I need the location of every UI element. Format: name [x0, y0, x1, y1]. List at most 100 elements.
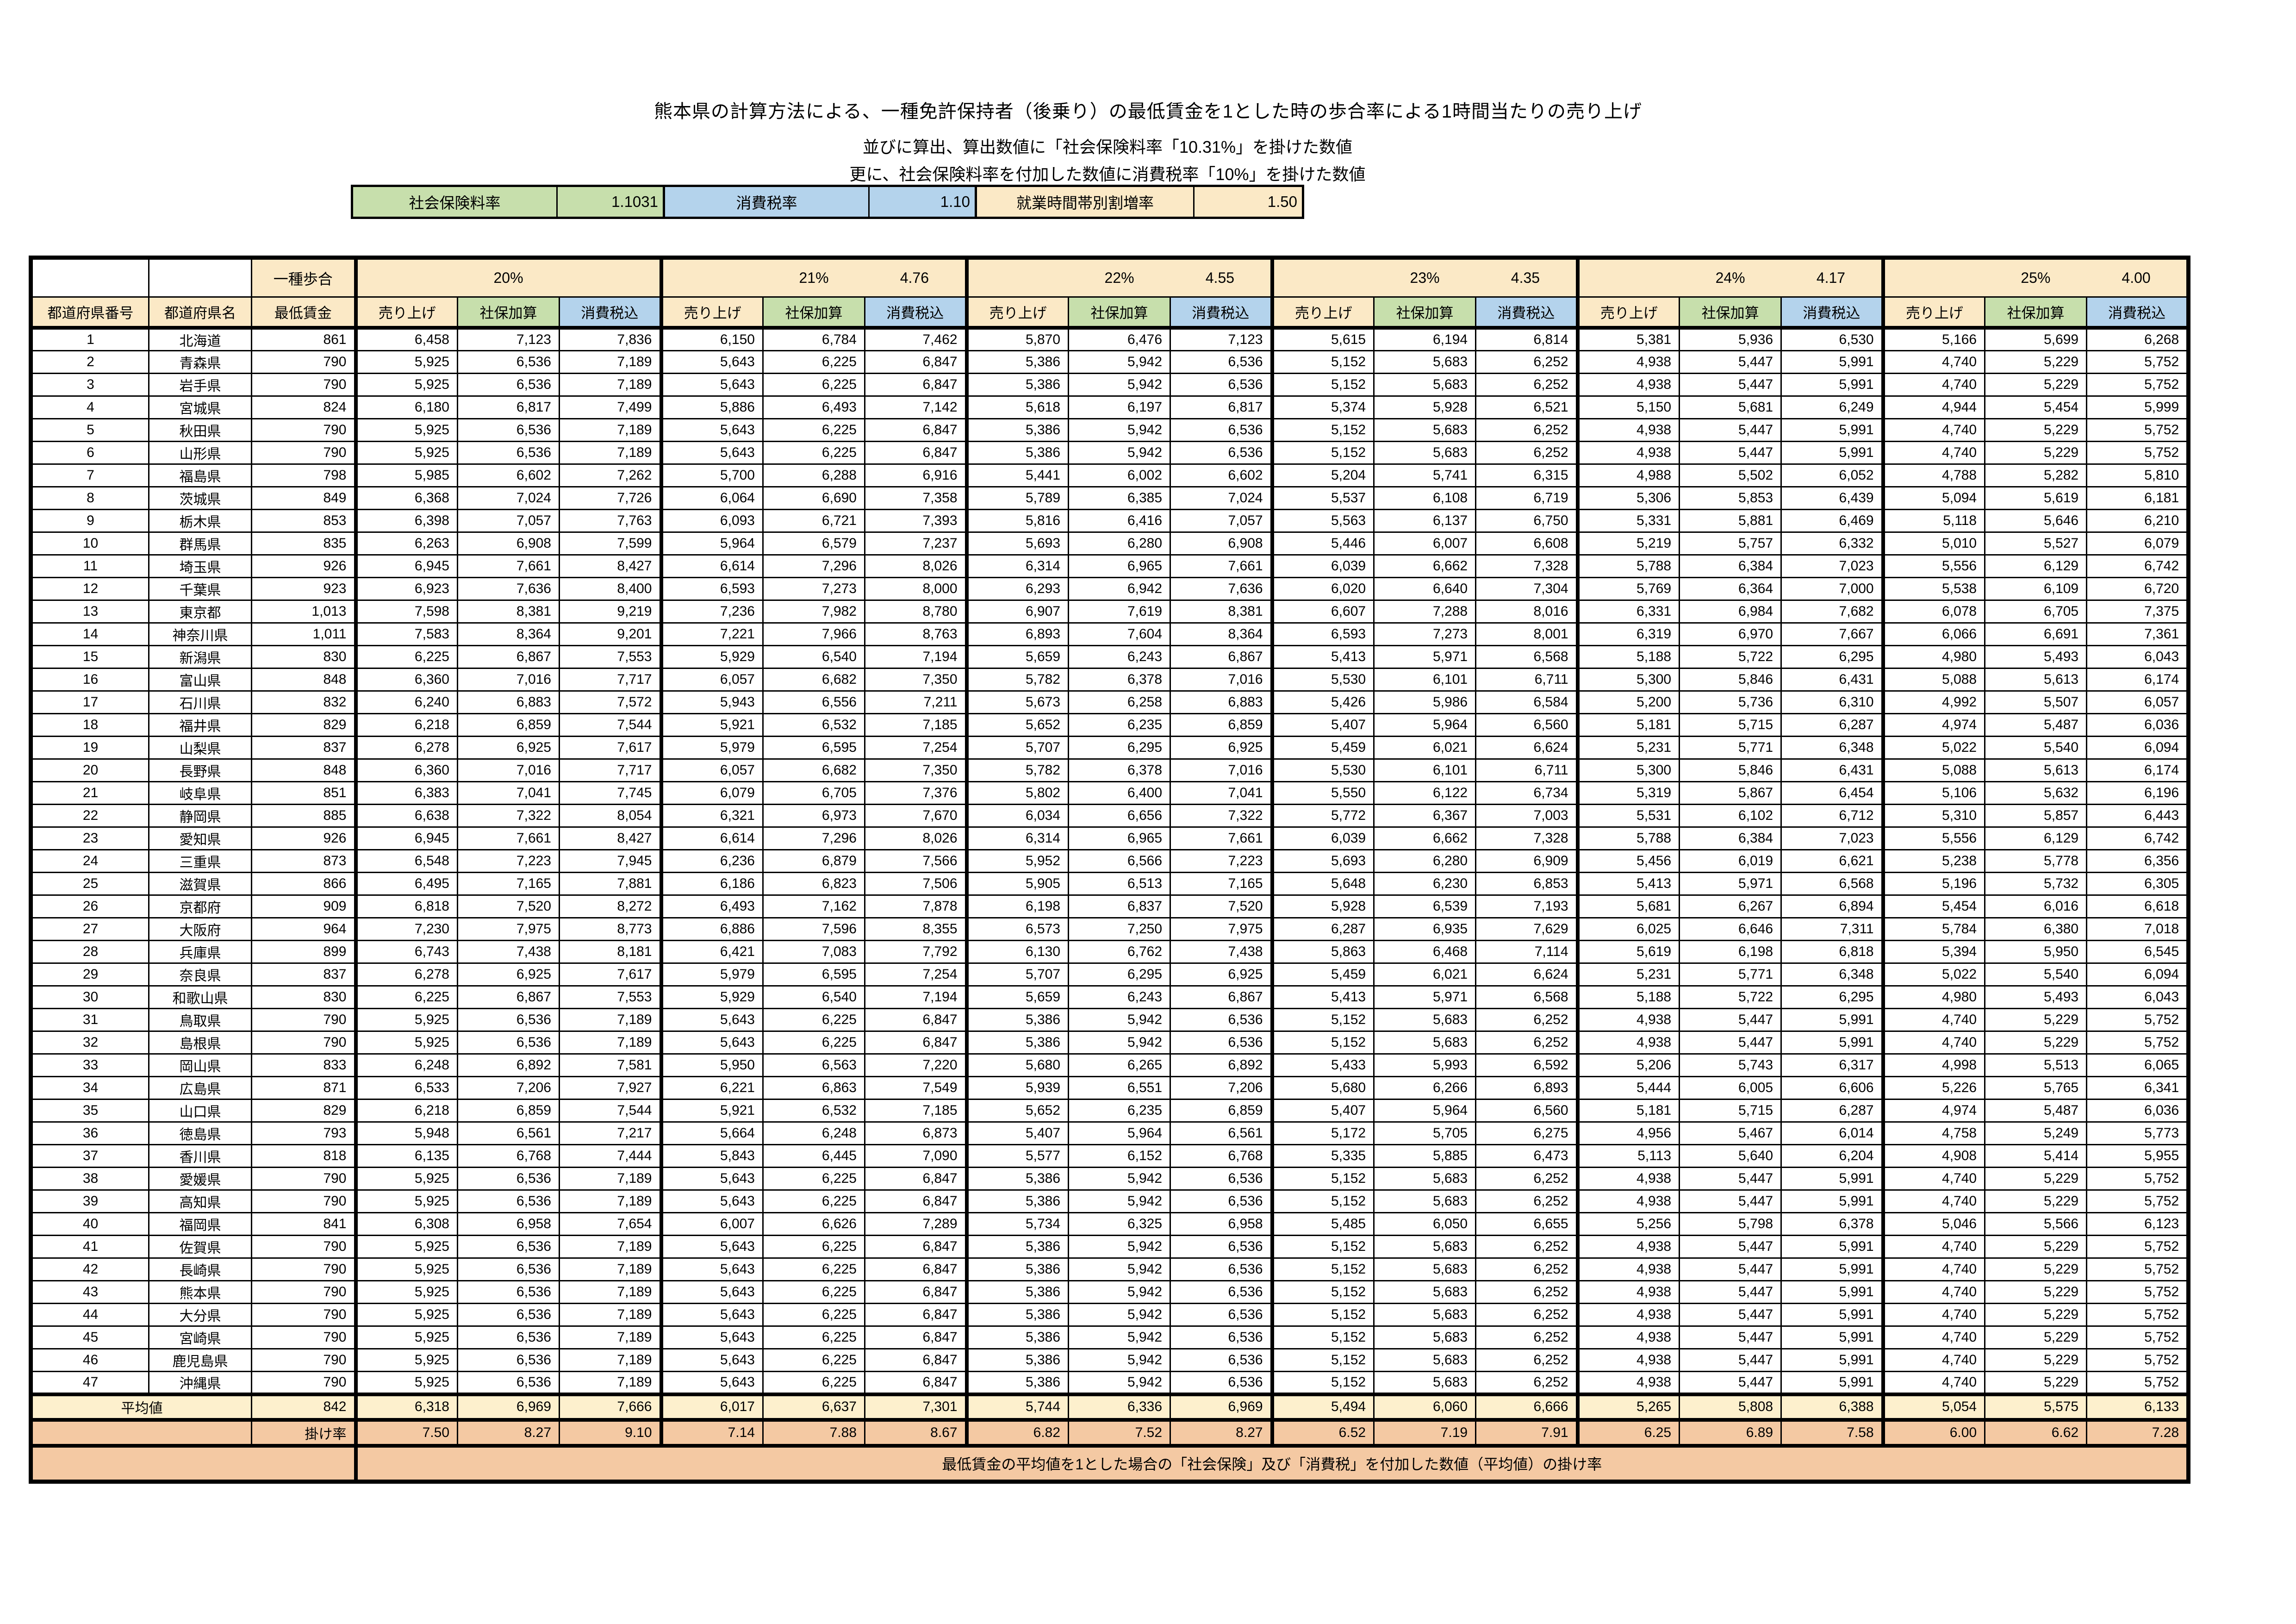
- tax-included-value: 7,142: [864, 395, 969, 419]
- insurance-added-value: 6,225: [762, 350, 865, 374]
- min-wage: 909: [251, 894, 358, 918]
- table-row: 43 熊本県 790 5,925 6,536 7,189 5,643 6,225 6,847 5,…: [30, 1280, 2190, 1304]
- tax-included-value: 6,750: [1475, 508, 1580, 533]
- insurance-added-value: 6,540: [762, 985, 865, 1009]
- sales-value: 5,231: [1577, 962, 1680, 987]
- tax-included-value: 7,444: [559, 1143, 663, 1168]
- insurance-added-value: 6,965: [1068, 554, 1171, 578]
- min-wage: 866: [251, 871, 358, 896]
- tax-included-value: 7,189: [559, 1302, 663, 1327]
- sales-value: 5,943: [660, 690, 764, 714]
- insurance-added-value: 6,364: [1679, 576, 1782, 601]
- pref-name: 長崎県: [148, 1257, 252, 1281]
- insurance-added-value: 5,447: [1679, 1280, 1782, 1304]
- pref-number: 38: [30, 1166, 149, 1191]
- insurance-added-value: 7,322: [457, 803, 560, 828]
- sales-value: 5,772: [1271, 803, 1375, 828]
- sales-value: 5,618: [966, 395, 1070, 419]
- insurance-added-value: 6,468: [1373, 939, 1477, 964]
- sales-value: 5,386: [966, 1325, 1070, 1349]
- sales-value: 5,925: [355, 1325, 458, 1349]
- group-percent-label: 23%: [1410, 269, 1440, 286]
- table-row: 3 岩手県 790 5,925 6,536 7,189 5,643 6,225 6,847 5,3…: [30, 372, 2190, 397]
- tax-included-value: 5,991: [1780, 418, 1885, 442]
- insurance-added-value: 6,817: [457, 395, 560, 419]
- sales-value: 6,150: [660, 327, 764, 351]
- insurance-added-value: 7,123: [457, 327, 560, 351]
- tax-included-value: 6,268: [2086, 327, 2190, 351]
- group-percent-label: 20%: [493, 269, 523, 286]
- sales-value: 5,643: [660, 350, 764, 374]
- tax-included-value: 6,174: [2086, 667, 2190, 692]
- sales-value: 4,740: [1882, 1030, 1986, 1055]
- pref-name: 宮城県: [148, 395, 252, 419]
- insurance-added-value: 6,416: [1068, 508, 1171, 533]
- tax-included-value: 6,560: [1475, 1098, 1580, 1123]
- pref-number: 24: [30, 849, 149, 873]
- tax-included-value: 6,252: [1475, 1030, 1580, 1055]
- tax-included-value: 7,041: [1170, 781, 1274, 805]
- rate-row-label: 掛け率: [251, 1418, 358, 1448]
- table-row: 33 岡山県 833 6,248 6,892 7,581 5,950 6,563 7,220 5,…: [30, 1053, 2190, 1077]
- tax-included-value: 6,742: [2086, 554, 2190, 578]
- sales-value: 5,643: [660, 440, 764, 465]
- tax-included-value: 7,836: [559, 327, 663, 351]
- sub-header-sales: 売り上げ: [1271, 296, 1375, 330]
- insurance-added-value: 5,447: [1679, 1348, 1782, 1372]
- sales-value: 5,782: [966, 758, 1070, 782]
- sales-value: 5,680: [1271, 1075, 1375, 1100]
- tax-included-value: 6,925: [1170, 962, 1274, 987]
- min-wage: 790: [251, 1166, 358, 1191]
- tax-included-value: 8,026: [864, 554, 969, 578]
- insurance-added-value: 6,536: [457, 1234, 560, 1259]
- sales-value: 6,093: [660, 508, 764, 533]
- tax-included-value: 6,711: [1475, 667, 1580, 692]
- insurance-added-value: 5,683: [1373, 1030, 1477, 1055]
- insurance-added-value: 5,447: [1679, 1302, 1782, 1327]
- insurance-added-value: 5,527: [1984, 531, 2088, 556]
- insurance-added-value: 5,942: [1068, 1189, 1171, 1213]
- min-wage: 830: [251, 985, 358, 1009]
- insurance-added-value: 6,385: [1068, 486, 1171, 510]
- sales-value: 5,386: [966, 418, 1070, 442]
- insurance-added-value: 5,757: [1679, 531, 1782, 556]
- sub-header-sales: 売り上げ: [966, 296, 1070, 330]
- tax-included-value: 6,204: [1780, 1143, 1885, 1168]
- sales-value: 5,925: [355, 350, 458, 374]
- insurance-added-value: 6,225: [762, 1370, 865, 1395]
- average-tax-included-value: 6,388: [1780, 1392, 1885, 1420]
- tax-included-value: 5,752: [2086, 1370, 2190, 1395]
- insurance-added-value: 5,683: [1373, 1325, 1477, 1349]
- insurance-added-value: 6,325: [1068, 1212, 1171, 1236]
- insurance-added-value: 6,579: [762, 531, 865, 556]
- insurance-added-value: 5,722: [1679, 644, 1782, 669]
- tax-included-value: 7,189: [559, 440, 663, 465]
- sales-value: 6,743: [355, 939, 458, 964]
- insurance-added-value: 5,640: [1679, 1143, 1782, 1168]
- insurance-added-value: 6,935: [1373, 917, 1477, 941]
- tax-included-value: 6,536: [1170, 1007, 1274, 1032]
- insurance-added-value: 7,016: [457, 758, 560, 782]
- tax-included-value: 6,847: [864, 418, 969, 442]
- pref-number: 33: [30, 1053, 149, 1077]
- sales-value: 6,225: [355, 644, 458, 669]
- pref-number: 25: [30, 871, 149, 896]
- insurance-added-value: 5,765: [1984, 1075, 2088, 1100]
- insurance-added-value: 6,973: [762, 803, 865, 828]
- sales-value: 4,740: [1882, 1280, 1986, 1304]
- insurance-added-value: 5,942: [1068, 440, 1171, 465]
- insurance-added-value: 6,682: [762, 667, 865, 692]
- sales-value: 5,485: [1271, 1212, 1375, 1236]
- insurance-added-value: 5,683: [1373, 1166, 1477, 1191]
- insurance-added-value: 6,267: [1679, 894, 1782, 918]
- tax-included-value: 5,991: [1780, 1166, 1885, 1191]
- tax-included-value: 5,955: [2086, 1143, 2190, 1168]
- insurance-added-value: 6,823: [762, 871, 865, 896]
- tax-included-value: 6,734: [1475, 781, 1580, 805]
- table-row: 44 大分県 790 5,925 6,536 7,189 5,643 6,225 6,847 5,…: [30, 1302, 2190, 1327]
- multiplier-value: 6.62: [1984, 1418, 2088, 1448]
- min-wage: 873: [251, 849, 358, 873]
- min-wage: 790: [251, 1189, 358, 1213]
- tax-included-value: 5,773: [2086, 1121, 2190, 1145]
- sales-value: 6,593: [1271, 622, 1375, 646]
